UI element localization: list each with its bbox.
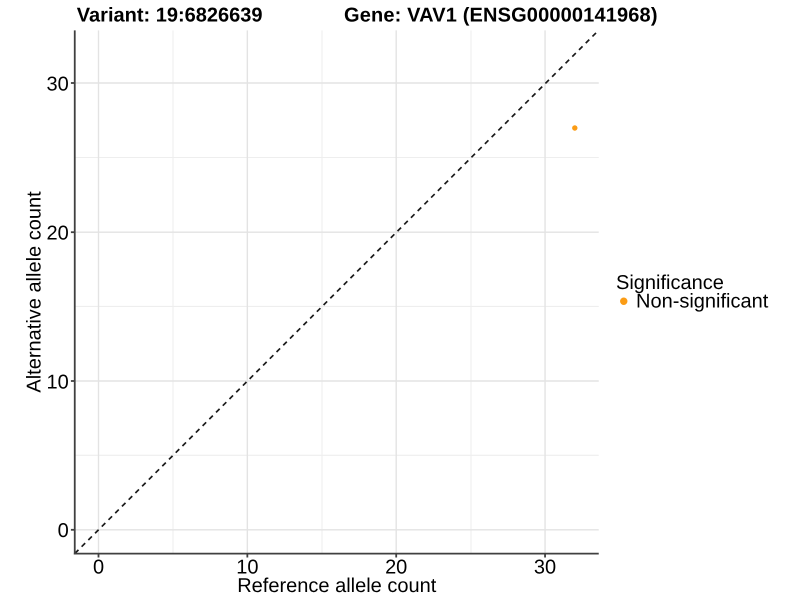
svg-text:Reference allele count: Reference allele count	[237, 575, 436, 597]
svg-text:30: 30	[534, 557, 556, 579]
svg-text:20: 20	[47, 223, 69, 245]
svg-text:0: 0	[58, 520, 69, 542]
svg-text:0: 0	[93, 557, 104, 579]
svg-text:10: 10	[236, 557, 258, 579]
svg-text:20: 20	[385, 557, 407, 579]
svg-text:Alternative allele count: Alternative allele count	[24, 191, 46, 393]
svg-text:10: 10	[47, 371, 69, 393]
svg-text:Significance: Significance	[616, 272, 724, 294]
svg-text:30: 30	[47, 73, 69, 95]
svg-text:Non-significant: Non-significant	[636, 291, 769, 313]
svg-text:Variant: 19:6826639: Variant: 19:6826639	[77, 4, 263, 26]
svg-text:Gene: VAV1 (ENSG00000141968): Gene: VAV1 (ENSG00000141968)	[344, 4, 658, 26]
